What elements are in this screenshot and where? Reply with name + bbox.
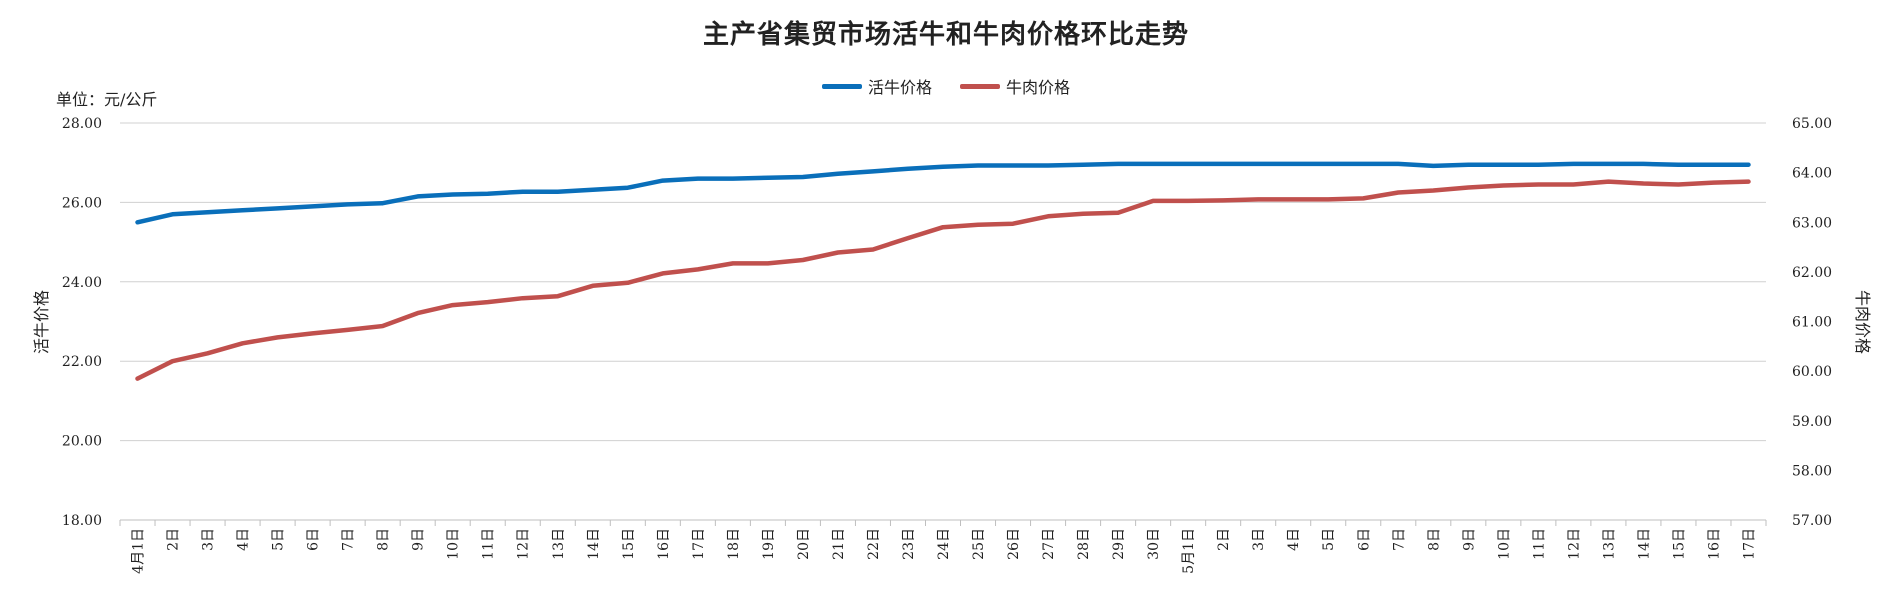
legend-item-live-cattle: 活牛价格 bbox=[821, 74, 932, 98]
x-axis-tick-label: 10日 bbox=[1496, 528, 1512, 560]
x-axis-tick-label: 20日 bbox=[796, 528, 812, 560]
x-axis-tick-label: 15日 bbox=[621, 528, 637, 560]
x-axis-tick-label: 29日 bbox=[1111, 528, 1127, 560]
x-axis-tick-label: 7日 bbox=[1391, 528, 1407, 551]
right-axis-tick-label: 57.00 bbox=[1792, 513, 1832, 529]
right-axis-tick-label: 65.00 bbox=[1792, 116, 1832, 132]
x-axis-tick-label: 17日 bbox=[1741, 528, 1757, 560]
series-line-beef bbox=[135, 179, 1751, 381]
x-axis-tick-label: 4月1日 bbox=[131, 528, 147, 574]
x-axis-tick-label: 4日 bbox=[236, 528, 252, 551]
right-axis-tick-label: 60.00 bbox=[1792, 364, 1832, 380]
x-axis-tick-label: 5日 bbox=[1321, 528, 1337, 551]
x-axis-tick-label: 24日 bbox=[936, 528, 952, 560]
legend-item-beef: 牛肉价格 bbox=[960, 74, 1070, 98]
right-axis-tick-label: 64.00 bbox=[1792, 166, 1832, 182]
x-axis-tick-label: 21日 bbox=[831, 528, 847, 560]
right-axis-tick-label: 63.00 bbox=[1792, 215, 1832, 231]
x-axis-tick-label: 17日 bbox=[691, 528, 707, 560]
x-axis-tick-label: 12日 bbox=[516, 528, 532, 560]
x-axis-tick-label: 13日 bbox=[551, 528, 567, 560]
x-axis-tick-label: 25日 bbox=[971, 528, 987, 560]
left-axis-tick-label: 18.00 bbox=[62, 513, 102, 529]
x-axis-tick-label: 19日 bbox=[761, 528, 777, 560]
x-axis-tick-label: 10日 bbox=[446, 528, 462, 560]
legend-label-live-cattle: 活牛价格 bbox=[867, 78, 932, 97]
x-axis-tick-label: 3日 bbox=[1251, 528, 1267, 551]
unit-label: 单位：元/公斤 bbox=[56, 90, 158, 109]
x-axis-tick-label: 5月1日 bbox=[1181, 528, 1197, 574]
legend-swatch-beef bbox=[960, 83, 1000, 89]
left-axis-tick-label: 26.00 bbox=[62, 195, 102, 211]
right-axis-title: 牛肉价格 bbox=[1853, 290, 1872, 354]
x-axis-tick-label: 30日 bbox=[1146, 528, 1162, 560]
x-axis-tick-label: 26日 bbox=[1006, 528, 1022, 560]
x-axis-tick-label: 23日 bbox=[901, 528, 917, 560]
x-axis-tick-label: 6日 bbox=[306, 528, 322, 551]
x-axis-tick-label: 3日 bbox=[201, 528, 217, 551]
x-axis-tick-label: 8日 bbox=[1426, 528, 1442, 551]
x-axis-tick-label: 14日 bbox=[1636, 528, 1652, 560]
x-axis-tick-label: 5日 bbox=[271, 528, 287, 551]
series-line-live-cattle bbox=[135, 161, 1751, 225]
right-axis-tick-label: 61.00 bbox=[1792, 315, 1832, 331]
legend: 活牛价格 牛肉价格 bbox=[0, 74, 1892, 98]
left-axis-title: 活牛价格 bbox=[32, 290, 51, 354]
right-axis-tick-label: 59.00 bbox=[1792, 414, 1832, 430]
x-axis-tick-label: 6日 bbox=[1356, 528, 1372, 551]
x-axis-tick-label: 4日 bbox=[1286, 528, 1302, 551]
x-axis-tick-label: 22日 bbox=[866, 528, 882, 560]
legend-label-beef: 牛肉价格 bbox=[1006, 78, 1071, 97]
x-axis-tick-label: 16日 bbox=[656, 528, 672, 560]
x-axis-tick-label: 13日 bbox=[1601, 528, 1617, 560]
x-axis-tick-label: 9日 bbox=[1461, 528, 1477, 551]
x-axis-tick-label: 12日 bbox=[1566, 528, 1582, 560]
x-axis-tick-label: 2日 bbox=[1216, 528, 1232, 551]
x-axis-tick-label: 14日 bbox=[586, 528, 602, 560]
right-axis-tick-label: 58.00 bbox=[1792, 463, 1832, 479]
x-axis-tick-label: 16日 bbox=[1706, 528, 1722, 560]
left-axis-tick-label: 28.00 bbox=[62, 116, 102, 132]
x-axis-tick-label: 27日 bbox=[1041, 528, 1057, 560]
left-axis-tick-label: 20.00 bbox=[62, 434, 102, 450]
legend-swatch-live-cattle bbox=[821, 83, 862, 89]
x-axis-tick-label: 28日 bbox=[1076, 528, 1092, 560]
left-axis-tick-label: 24.00 bbox=[62, 275, 102, 291]
x-axis-tick-label: 7日 bbox=[341, 528, 357, 551]
x-axis-tick-label: 15日 bbox=[1671, 528, 1687, 560]
left-axis-tick-label: 22.00 bbox=[62, 354, 102, 370]
x-axis-tick-label: 9日 bbox=[411, 528, 427, 551]
right-axis-tick-label: 62.00 bbox=[1792, 265, 1832, 281]
chart-title: 主产省集贸市场活牛和牛肉价格环比走势 bbox=[702, 20, 1189, 50]
x-axis-tick-label: 11日 bbox=[1531, 528, 1547, 560]
x-axis-tick-label: 8日 bbox=[376, 528, 392, 551]
x-axis-tick-label: 18日 bbox=[726, 528, 742, 560]
x-axis-tick-label: 11日 bbox=[481, 528, 497, 560]
x-axis-tick-label: 2日 bbox=[166, 528, 182, 551]
